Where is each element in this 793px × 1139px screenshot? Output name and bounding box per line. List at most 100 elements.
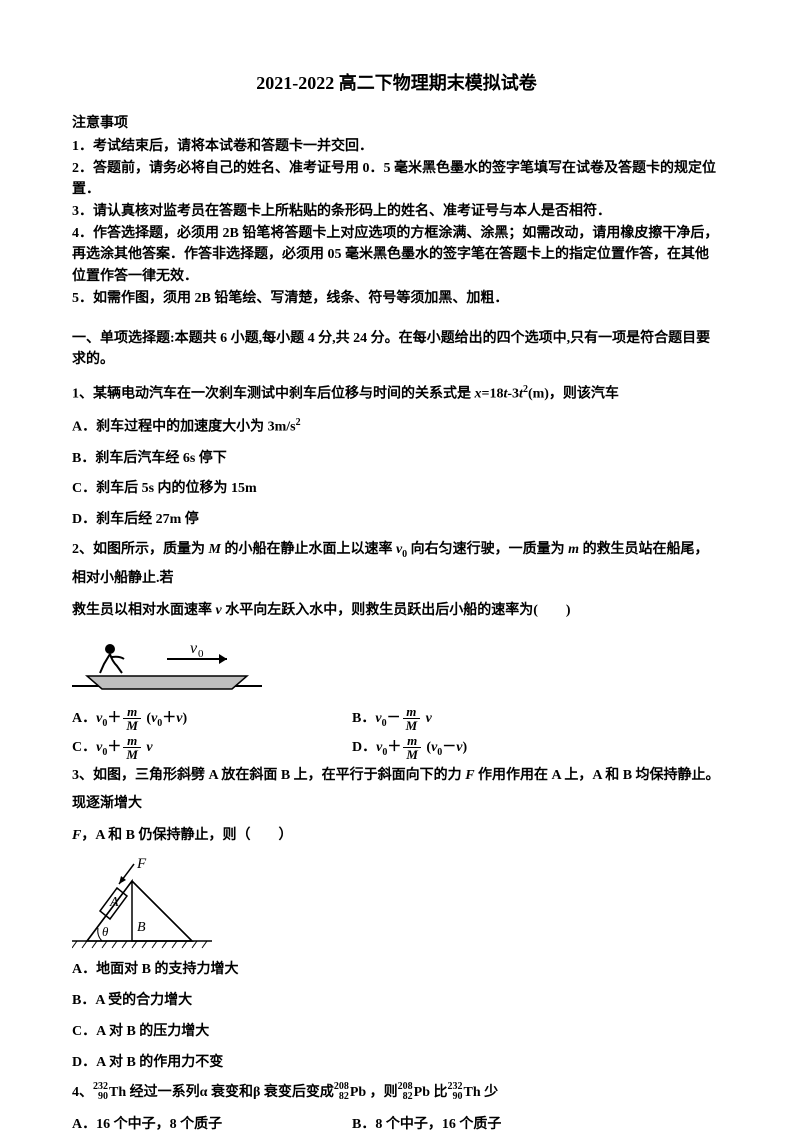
notice-item: 3．请认真核对监考员在答题卡上所粘贴的条形码上的姓名、准考证号与本人是否相符． bbox=[72, 201, 721, 223]
question-2-stem: 2、如图所示，质量为 M 的小船在静止水面上以速率 v0 向右匀速行驶，一质量为… bbox=[72, 536, 721, 593]
notice-item: 5．如需作图，须用 2B 铅笔绘、写清楚，线条、符号等须加黑、加粗． bbox=[72, 288, 721, 310]
svg-text:A: A bbox=[109, 895, 119, 910]
q4-pb2-bot: 82 bbox=[398, 1092, 413, 1102]
q2d-num: m bbox=[403, 734, 421, 748]
q2-text: 救生员以相对水面速率 bbox=[72, 603, 216, 618]
q1-text: 1、某辆电动汽车在一次刹车测试中刹车后位移与时间的关系式是 bbox=[72, 386, 475, 401]
q2-options-row1: A．v0＋mM (v0＋v) B．v0－mM v bbox=[72, 705, 721, 734]
q2c-frac: mM bbox=[123, 734, 141, 761]
q1-var-x: x bbox=[475, 386, 482, 401]
notice-item: 1．考试结束后，请将本试卷和答题卡一并交回． bbox=[72, 136, 721, 158]
q3-var-F2: F bbox=[72, 828, 81, 843]
notice-item: 4．作答选择题，必须用 2B 铅笔将答题卡上对应选项的方框涂满、涂黑；如需改动，… bbox=[72, 223, 721, 288]
q4-option-a: A．16 个中子，8 个质子 bbox=[72, 1111, 352, 1139]
figure-ramp: F A B θ bbox=[72, 856, 721, 951]
q2a-plus: ＋ bbox=[107, 711, 121, 726]
q2a-den: M bbox=[123, 719, 141, 732]
svg-text:F: F bbox=[136, 856, 147, 872]
q2b-den: M bbox=[403, 719, 421, 732]
q4-th2-sym: Th bbox=[464, 1085, 481, 1100]
q2c-den: M bbox=[123, 748, 141, 761]
q4-th-bot: 90 bbox=[93, 1092, 108, 1102]
q2c-label: C． bbox=[72, 740, 96, 755]
svg-text:θ: θ bbox=[102, 924, 109, 939]
q4-option-b: B．8 个中子，16 个质子 bbox=[352, 1111, 721, 1139]
q2d-close: ) bbox=[463, 740, 468, 755]
q2-option-a: A．v0＋mM (v0＋v) bbox=[72, 705, 352, 734]
q1-text: =18 bbox=[482, 386, 504, 401]
q3-option-c: C．A 对 B 的压力增大 bbox=[72, 1017, 721, 1048]
q2-var-M: M bbox=[209, 542, 221, 557]
q3-var-F: F bbox=[465, 768, 474, 783]
question-1-stem: 1、某辆电动汽车在一次刹车测试中刹车后位移与时间的关系式是 x=18t-3t2(… bbox=[72, 380, 721, 409]
question-3-stem: 3、如图，三角形斜劈 A 放在斜面 B 上，在平行于斜面向下的力 F 作用作用在… bbox=[72, 762, 721, 818]
q2-option-c: C．v0＋mM v bbox=[72, 734, 352, 763]
q2b-v: v bbox=[422, 711, 432, 726]
q2a-paren: ( bbox=[143, 711, 151, 726]
q2b-frac: mM bbox=[403, 705, 421, 732]
svg-text:0: 0 bbox=[198, 648, 204, 660]
q2d-minus: － bbox=[442, 740, 456, 755]
notice-heading: 注意事项 bbox=[72, 113, 721, 134]
q2a-close: ) bbox=[183, 711, 188, 726]
q2-text: 水平向左跃入水中，则救生员跃出后小船的速率为( ) bbox=[222, 603, 571, 618]
q2d-paren: ( bbox=[423, 740, 431, 755]
section-1-heading: 一、单项选择题:本题共 6 小题,每小题 4 分,共 24 分。在每小题给出的四… bbox=[72, 328, 721, 370]
q2d-den: M bbox=[403, 748, 421, 761]
q4-text: ，则 bbox=[366, 1085, 398, 1100]
q2d-label: D． bbox=[352, 740, 376, 755]
svg-text:B: B bbox=[137, 920, 146, 935]
q1-optA-text: A．刹车过程中的加速度大小为 3m/s bbox=[72, 420, 296, 435]
q4-text: 少 bbox=[481, 1085, 499, 1100]
q2a-num: m bbox=[123, 705, 141, 719]
q3-option-b: B．A 受的合力增大 bbox=[72, 986, 721, 1017]
q2a-plus2: ＋ bbox=[162, 711, 176, 726]
q2-var-m: m bbox=[568, 542, 579, 557]
q2b-num: m bbox=[403, 705, 421, 719]
q2d-frac: mM bbox=[403, 734, 421, 761]
q2-option-d: D．v0＋mM (v0－v) bbox=[352, 734, 721, 763]
q2b-minus: － bbox=[387, 711, 401, 726]
figure-boat: v 0 bbox=[72, 631, 721, 701]
q4-text: 比 bbox=[430, 1085, 448, 1100]
q1-text: -3 bbox=[507, 386, 519, 401]
q2-text: 向右匀速行驶，一质量为 bbox=[407, 542, 568, 557]
q2-options-row2: C．v0＋mM v D．v0＋mM (v0－v) bbox=[72, 734, 721, 763]
q2b-label: B． bbox=[352, 711, 375, 726]
q4-th-presup: 23290 bbox=[93, 1082, 108, 1102]
q4-pb2-sym: Pb bbox=[414, 1085, 430, 1100]
q1-option-d: D．刹车后经 27m 停 bbox=[72, 505, 721, 536]
q1-optA-sup: 2 bbox=[296, 417, 301, 428]
q4-text: 经过一系列α 衰变和β 衰变后变成 bbox=[126, 1085, 334, 1100]
q4-th2-bot: 90 bbox=[448, 1092, 463, 1102]
question-4-stem: 4、23290Th 经过一系列α 衰变和β 衰变后变成20882Pb ，则208… bbox=[72, 1079, 721, 1107]
q4-pb-sym: Pb bbox=[350, 1085, 366, 1100]
q2-text: 2、如图所示，质量为 bbox=[72, 542, 209, 557]
q2-option-b: B．v0－mM v bbox=[352, 705, 721, 734]
q4-th2-presup: 23290 bbox=[448, 1082, 463, 1102]
q3-option-a: A．地面对 B 的支持力增大 bbox=[72, 955, 721, 986]
q4-label: 4、 bbox=[72, 1085, 93, 1100]
q3-option-d: D．A 对 B 的作用力不变 bbox=[72, 1048, 721, 1079]
q2d-plus: ＋ bbox=[387, 740, 401, 755]
question-3-stem-line2: F，A 和 B 仍保持静止，则（ ） bbox=[72, 822, 721, 850]
q4-pb2-presup: 20882 bbox=[398, 1082, 413, 1102]
notice-item: 2．答题前，请务必将自己的姓名、准考证号用 0．5 毫米黑色墨水的签字笔填写在试… bbox=[72, 158, 721, 201]
q2c-num: m bbox=[123, 734, 141, 748]
q3-text: 3、如图，三角形斜劈 A 放在斜面 B 上，在平行于斜面向下的力 bbox=[72, 768, 465, 783]
q4-options-row1: A．16 个中子，8 个质子 B．8 个中子，16 个质子 bbox=[72, 1111, 721, 1139]
q4-th-sym: Th bbox=[109, 1085, 126, 1100]
q4-pb-bot: 82 bbox=[334, 1092, 349, 1102]
q4-pb-presup: 20882 bbox=[334, 1082, 349, 1102]
notice-section: 注意事项 1．考试结束后，请将本试卷和答题卡一并交回． 2．答题前，请务必将自己… bbox=[72, 113, 721, 310]
q3-text: ，A 和 B 仍保持静止，则（ ） bbox=[81, 828, 292, 843]
q1-text: (m)，则该汽车 bbox=[528, 386, 619, 401]
q2c-plus: ＋ bbox=[107, 740, 121, 755]
page-title: 2021-2022 高二下物理期末模拟试卷 bbox=[72, 70, 721, 97]
q2c-v: v bbox=[143, 740, 153, 755]
svg-text:v: v bbox=[190, 640, 198, 657]
q1-option-c: C．刹车后 5s 内的位移为 15m bbox=[72, 474, 721, 505]
question-2-stem-line2: 救生员以相对水面速率 v 水平向左跃入水中，则救生员跃出后小船的速率为( ) bbox=[72, 597, 721, 625]
q1-option-b: B．刹车后汽车经 6s 停下 bbox=[72, 444, 721, 475]
q2-text: 的小船在静止水面上以速率 bbox=[221, 542, 396, 557]
